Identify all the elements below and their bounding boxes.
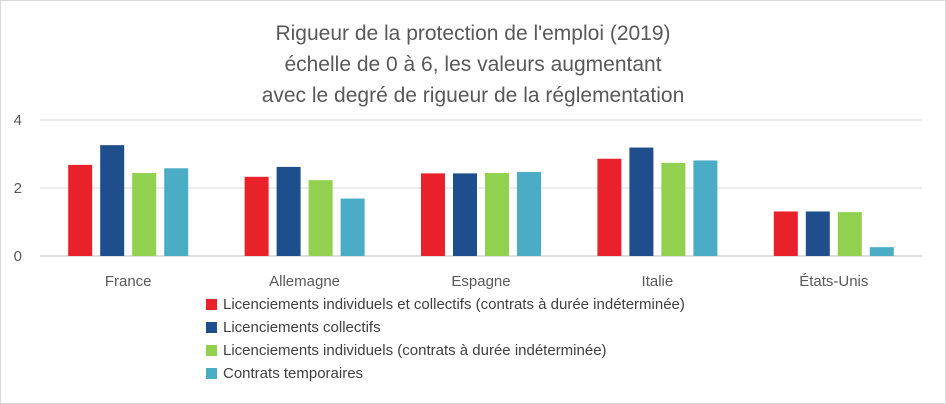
legend-item-3: Contrats temporaires [206,362,685,385]
bar-4-2 [837,212,862,256]
legend-label-3: Contrats temporaires [223,365,364,382]
bar-1-0 [244,176,269,256]
legend-label-0: Licenciements individuels et collectifs … [223,296,685,313]
bar-0-1 [100,145,125,256]
y-axis: 0 2 4 [14,112,22,265]
bar-3-3 [693,160,718,256]
bar-2-2 [485,173,509,256]
bar-1-2 [308,180,333,256]
bar-4-3 [869,247,894,256]
legend-swatch-0 [206,299,217,310]
x-tick-label-3: Italie [642,273,674,290]
x-tick-label-4: États-Unis [799,273,868,290]
bar-2-3 [517,172,541,256]
x-tick-label-2: Espagne [451,273,510,290]
y-tick-label-1: 2 [14,180,22,197]
legend-label-1: Licenciements collectifs [223,319,381,336]
chart-title-line-1: Rigueur de la protection de l'emploi (20… [275,22,671,45]
legend-swatch-3 [206,368,217,379]
bar-3-2 [661,162,686,256]
bar-0-3 [164,168,189,256]
bar-1-1 [276,166,301,256]
bar-4-1 [805,211,830,256]
legend-label-2: Licenciements individuels (contrats à du… [223,342,607,359]
bar-3-0 [597,158,622,256]
chart-title-line-3: avec le degré de rigueur de la réglement… [261,84,685,107]
bar-2-1 [453,173,477,256]
bar-0-0 [68,164,93,256]
chart-title-line-2: échelle de 0 à 6, les valeurs augmentant [284,53,662,76]
bar-3-1 [629,147,654,256]
x-axis: France Allemagne Espagne Italie États-Unis [105,273,869,290]
x-tick-label-0: France [105,273,152,290]
bar-4-0 [773,211,798,256]
y-tick-label-0: 0 [14,248,22,265]
legend-item-2: Licenciements individuels (contrats à du… [206,339,685,362]
bars [68,145,894,256]
x-tick-label-1: Allemagne [269,273,340,290]
bar-0-2 [132,173,157,256]
chart-title: Rigueur de la protection de l'emploi (20… [0,18,946,111]
bar-2-0 [421,173,445,256]
bar-1-3 [340,198,365,256]
legend-swatch-2 [206,345,217,356]
legend-swatch-1 [206,322,217,333]
legend-item-1: Licenciements collectifs [206,316,685,339]
y-tick-label-2: 4 [14,112,22,129]
legend-item-0: Licenciements individuels et collectifs … [206,293,685,316]
legend: Licenciements individuels et collectifs … [206,293,685,385]
